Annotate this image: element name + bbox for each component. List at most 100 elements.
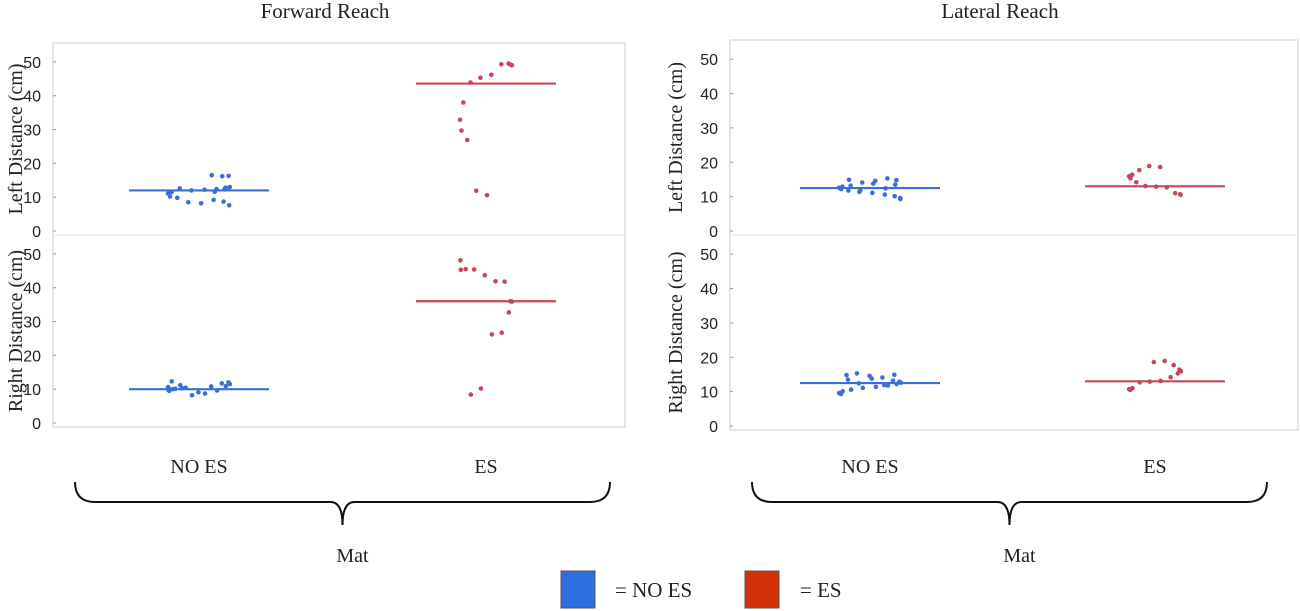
data-point — [856, 381, 862, 386]
data-point — [459, 128, 464, 133]
data-point — [882, 192, 888, 197]
data-point — [189, 188, 194, 193]
data-point — [468, 80, 473, 85]
data-point — [457, 117, 463, 123]
data-point — [892, 372, 897, 378]
chart-title: Lateral Reach — [941, 0, 1059, 23]
data-point — [509, 299, 515, 304]
data-point — [892, 182, 898, 187]
data-point — [1172, 190, 1178, 196]
y-tick-label: 10 — [23, 190, 41, 207]
y-axis-label: Left Distance (cm) — [665, 62, 687, 213]
legend-swatch — [744, 570, 780, 609]
y-tick-label: 40 — [23, 89, 41, 106]
data-point — [173, 386, 178, 392]
y-tick-label: 0 — [32, 416, 41, 433]
data-point — [502, 279, 507, 284]
data-point — [859, 180, 865, 185]
data-point — [227, 381, 233, 387]
data-point — [221, 199, 226, 204]
y-axis-label: Left Distance (cm) — [5, 63, 27, 214]
y-tick-label: 0 — [709, 224, 718, 241]
data-point — [873, 384, 879, 390]
data-point — [838, 186, 844, 192]
data-point — [870, 190, 875, 196]
y-tick-label: 0 — [32, 224, 41, 241]
data-point — [1162, 358, 1167, 364]
data-point — [844, 372, 849, 378]
y-tick-label: 30 — [700, 121, 718, 138]
data-point — [227, 185, 232, 190]
data-point — [883, 186, 888, 191]
data-point — [506, 61, 511, 66]
y-tick-label: 50 — [23, 55, 41, 72]
data-point — [489, 332, 495, 337]
data-point — [860, 385, 866, 391]
data-point — [458, 267, 464, 273]
data-point — [892, 193, 897, 199]
data-point — [846, 188, 851, 193]
y-tick-label: 40 — [700, 87, 718, 104]
lateral-reach-chart: Lateral Reach 0 10 20 30 40 50 Left Distance (c… — [665, 0, 1299, 567]
data-point — [167, 194, 173, 199]
y-tick-label: 20 — [23, 156, 41, 173]
data-point — [1171, 362, 1177, 368]
y-tick-label: 50 — [23, 247, 41, 264]
data-point — [196, 389, 201, 395]
data-point — [1168, 374, 1173, 380]
legend-label: = NO ES — [615, 578, 692, 602]
data-point — [1137, 380, 1143, 385]
data-point — [857, 187, 863, 193]
legend-swatch — [560, 570, 596, 609]
data-point — [1137, 167, 1142, 173]
data-point — [885, 176, 890, 181]
data-point — [478, 386, 484, 391]
y-tick-label: 0 — [709, 419, 718, 436]
data-point — [478, 75, 483, 81]
data-point — [880, 375, 885, 380]
group-brace — [74, 481, 611, 526]
legend: = NO ES = ES — [560, 570, 842, 609]
x-axis-label: Mat — [1003, 545, 1036, 567]
data-point — [881, 382, 887, 388]
data-point — [484, 192, 490, 198]
data-point — [890, 378, 896, 383]
data-point — [869, 376, 875, 381]
data-point — [848, 387, 854, 392]
data-point — [177, 382, 183, 388]
data-point — [1143, 183, 1148, 189]
data-point — [838, 391, 844, 397]
data-point — [189, 392, 195, 398]
data-point — [506, 310, 512, 315]
category-label: NO ES — [841, 456, 898, 478]
data-point — [214, 388, 220, 393]
data-point — [1164, 185, 1170, 190]
y-tick-label: 10 — [700, 190, 718, 207]
data-point — [885, 383, 891, 388]
data-point — [211, 197, 216, 203]
data-point — [219, 381, 225, 386]
data-point — [471, 267, 477, 272]
data-point — [499, 61, 504, 67]
y-tick-label: 20 — [700, 350, 718, 367]
group-brace — [751, 481, 1268, 526]
data-point — [177, 186, 183, 191]
data-point — [894, 381, 899, 387]
data-point — [1151, 359, 1157, 365]
y-axis-label: Right Distance (cm) — [5, 250, 27, 412]
data-point — [468, 392, 474, 397]
data-point — [1178, 192, 1183, 198]
x-axis-label: Mat — [336, 545, 369, 567]
data-point — [846, 177, 852, 183]
data-point — [489, 72, 494, 78]
data-point — [1147, 379, 1153, 384]
data-point — [167, 387, 173, 392]
data-point — [458, 258, 463, 263]
category-label: ES — [474, 456, 497, 478]
data-point — [1134, 179, 1139, 185]
data-point — [1158, 378, 1163, 384]
data-point — [209, 172, 215, 178]
data-point — [202, 391, 208, 396]
chart-title: Forward Reach — [261, 0, 390, 23]
